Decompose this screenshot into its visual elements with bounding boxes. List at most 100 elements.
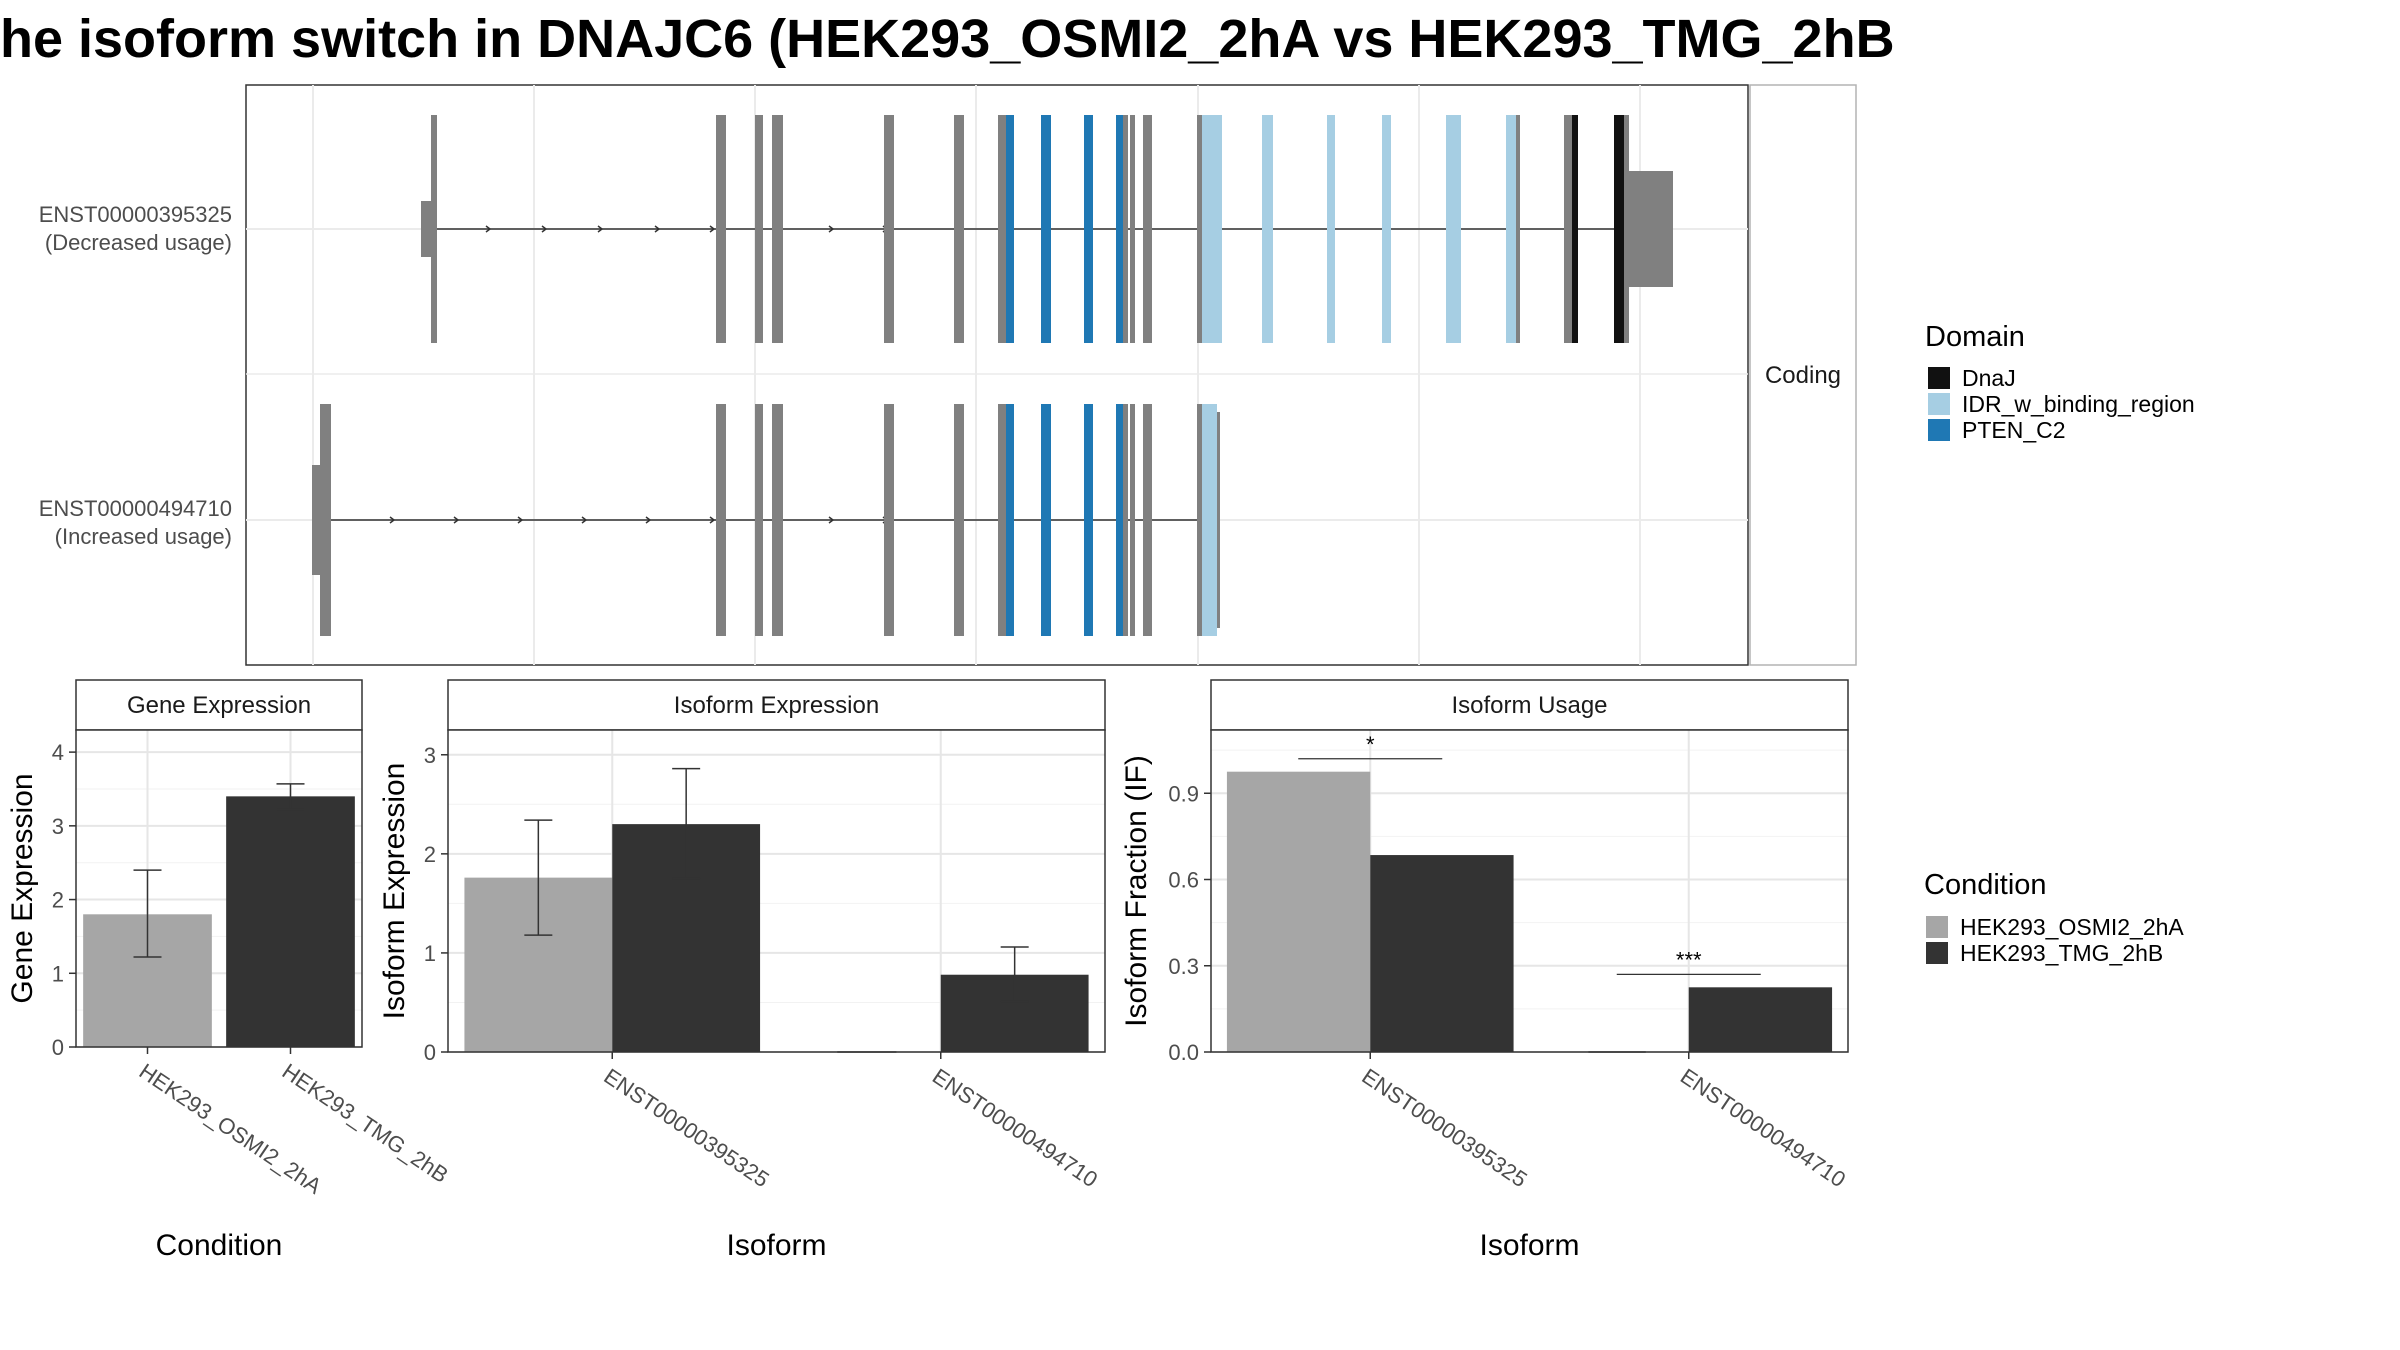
exon-block — [1446, 115, 1461, 343]
exon-block — [1123, 404, 1128, 636]
intron-arrow — [581, 516, 588, 524]
y-tick-label: 0.3 — [1168, 954, 1199, 979]
exon-block — [421, 201, 433, 257]
exon-block — [320, 404, 331, 636]
exon-block — [1041, 404, 1051, 636]
panel-strip-title: Isoform Expression — [674, 692, 879, 719]
significance-label: * — [1366, 732, 1375, 757]
significance-label: *** — [1676, 947, 1702, 972]
panel-strip-title: Isoform Usage — [1451, 692, 1607, 719]
y-tick-label: 0.9 — [1168, 781, 1199, 806]
y-tick-label: 2 — [52, 888, 64, 913]
intron-arrow — [389, 516, 396, 524]
exon-block — [1143, 404, 1152, 636]
legend-swatch-pten — [1928, 419, 1950, 441]
transcript-2-id: ENST00000494710 — [39, 496, 232, 521]
panel-border — [1210, 729, 1849, 1053]
panel-border — [447, 729, 1106, 1053]
y-tick-label: 1 — [52, 961, 64, 986]
exon-block — [1624, 115, 1629, 343]
exon-block — [1327, 115, 1335, 343]
domain-legend: Domain DnaJ IDR_w_binding_region PTEN_C2 — [1925, 321, 2195, 443]
bar — [1226, 771, 1371, 1052]
facet-label: Coding — [1765, 362, 1841, 389]
y-tick-label: 4 — [52, 740, 64, 765]
panel-strip — [1210, 679, 1849, 731]
main-title: he isoform switch in DNAJC6 (HEK293_OSMI… — [0, 9, 1895, 69]
legend-label-pten: PTEN_C2 — [1962, 417, 2066, 443]
exon-block — [1197, 115, 1202, 343]
structure-tracks — [312, 115, 1673, 636]
exon-block — [1564, 115, 1572, 343]
x-tick-label: ENST00000395325 — [1357, 1063, 1531, 1192]
x-tick-label: ENST00000494710 — [928, 1063, 1102, 1192]
exon-block — [1202, 404, 1217, 636]
exon-block — [1130, 404, 1135, 636]
exon-block — [1197, 404, 1202, 636]
exon-block — [1202, 115, 1222, 343]
exon-block — [1217, 412, 1220, 628]
intron-arrow — [485, 225, 492, 233]
exon-block — [772, 115, 783, 343]
exon-block — [1130, 115, 1135, 343]
structure-panel: Coding ENST00000395325 (Decreased usage)… — [39, 84, 1857, 666]
intron-arrow — [541, 225, 548, 233]
intron-arrow — [709, 516, 716, 524]
legend-swatch-condition-b — [1926, 942, 1948, 964]
facet-strip — [1749, 84, 1857, 666]
exon-block — [1629, 171, 1673, 287]
exon-block — [954, 404, 964, 636]
y-axis-title: Isoform Expression — [378, 763, 411, 1020]
intron-arrow — [453, 516, 460, 524]
exon-block — [312, 465, 322, 575]
intron-arrow — [828, 516, 835, 524]
intron-arrow — [709, 225, 716, 233]
exon-block — [1123, 115, 1128, 343]
exon-block — [1506, 115, 1516, 343]
exon-block — [1116, 115, 1123, 343]
exon-block — [884, 404, 894, 636]
exon-block — [716, 115, 726, 343]
x-tick-label: ENST00000494710 — [1676, 1063, 1850, 1192]
exon-block — [1143, 115, 1152, 343]
intron-arrow — [517, 516, 524, 524]
exon-block — [998, 404, 1006, 636]
exon-block — [1262, 115, 1273, 343]
x-tick-label: ENST00000395325 — [599, 1063, 773, 1192]
exon-block — [716, 404, 726, 636]
exon-block — [755, 115, 763, 343]
exon-block — [1516, 115, 1520, 343]
legend-label-idr: IDR_w_binding_region — [1962, 391, 2195, 417]
intron-arrow — [597, 225, 604, 233]
y-tick-label: 0 — [424, 1040, 436, 1065]
exon-block — [1614, 115, 1624, 343]
y-tick-label: 0.6 — [1168, 868, 1199, 893]
bar — [1370, 855, 1514, 1052]
y-tick-label: 0.0 — [1168, 1040, 1199, 1065]
intron-arrow — [654, 225, 661, 233]
legend-swatch-condition-a — [1926, 916, 1948, 938]
x-axis-title: Condition — [156, 1229, 283, 1262]
exon-block — [1382, 115, 1391, 343]
domain-legend-title: Domain — [1925, 321, 2025, 353]
legend-swatch-idr — [1928, 393, 1950, 415]
legend-label-condition-b: HEK293_TMG_2hB — [1960, 940, 2163, 966]
transcript-2-usage: (Increased usage) — [55, 524, 232, 549]
y-tick-label: 0 — [52, 1035, 64, 1060]
x-axis-title: Isoform — [1479, 1229, 1579, 1262]
panel-border — [75, 729, 363, 1048]
x-axis-title: Isoform — [726, 1229, 826, 1262]
legend-label-dnaj: DnaJ — [1962, 365, 2016, 391]
isoform-expression-panel: Isoform Expression 0 1 2 3 ENST00000395325 ENS… — [378, 679, 1106, 1262]
transcript-1-id: ENST00000395325 — [39, 202, 232, 227]
y-axis-title: Gene Expression — [6, 773, 39, 1003]
exon-block — [1041, 115, 1051, 343]
exon-block — [755, 404, 763, 636]
exon-block — [954, 115, 964, 343]
legend-swatch-dnaj — [1928, 367, 1950, 389]
exon-block — [1116, 404, 1123, 636]
exon-block — [884, 115, 894, 343]
panel-strip — [75, 679, 363, 731]
exon-block — [1006, 115, 1014, 343]
